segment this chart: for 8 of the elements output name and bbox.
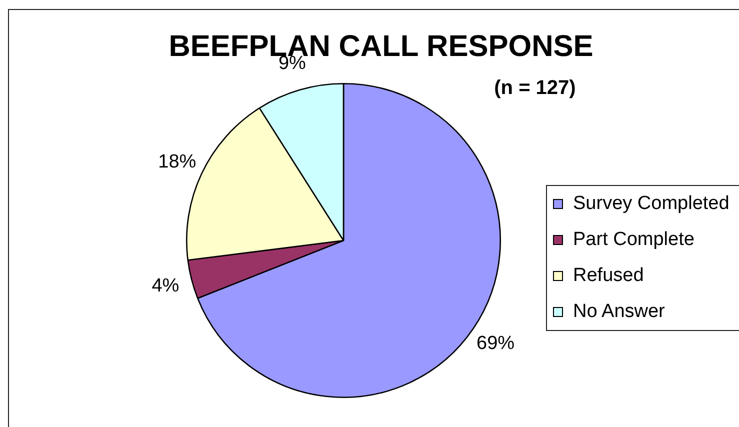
data-label: 69% bbox=[476, 333, 515, 354]
legend-label: Refused bbox=[573, 265, 644, 287]
legend-label: Survey Completed bbox=[573, 193, 730, 215]
legend-label: No Answer bbox=[573, 301, 665, 323]
data-label: 18% bbox=[158, 151, 196, 172]
legend-label: Part Complete bbox=[573, 229, 694, 251]
text: (n = 127) bbox=[493, 76, 577, 100]
data-label: 4% bbox=[152, 275, 180, 296]
